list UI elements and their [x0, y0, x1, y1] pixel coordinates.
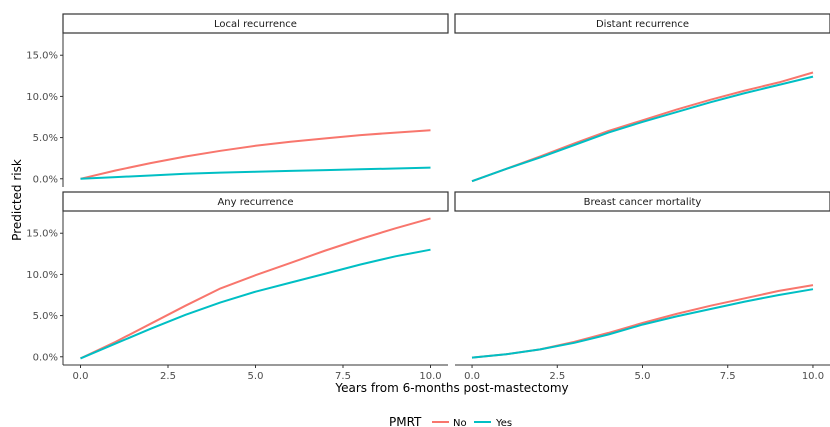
y-tick-label: 15.0% — [26, 229, 58, 240]
x-tick-label: 5.0 — [635, 371, 651, 382]
x-axes-layer: 0.0 2.5 5.0 7.5 10.0 0.0 2.5 5.0 7.5 10.0 — [63, 364, 830, 382]
series-line-no — [80, 129, 431, 180]
panel-title: Local recurrence — [214, 19, 297, 30]
x-tick-label: 5.0 — [248, 371, 264, 382]
y-tick-label: 0.0% — [33, 352, 58, 363]
y-tick-label: 15.0% — [26, 51, 58, 62]
y-axis-title: Predicted risk — [10, 159, 24, 241]
x-axis-3: 0.0 2.5 5.0 7.5 10.0 — [455, 364, 830, 382]
x-axis-2: 0.0 2.5 5.0 7.5 10.0 — [63, 364, 448, 382]
x-tick-label: 2.5 — [549, 371, 565, 382]
x-tick-label: 10.0 — [419, 371, 441, 382]
series-line-yes — [471, 288, 814, 359]
panel-1: Distant recurrence — [454, 13, 830, 183]
legend-title: PMRT — [389, 415, 422, 427]
x-tick-label: 2.5 — [160, 371, 176, 382]
panel-0: Local recurrence — [62, 13, 449, 180]
x-tick-label: 0.0 — [464, 371, 480, 382]
strip-box — [62, 191, 449, 212]
series-line-yes — [80, 248, 431, 360]
x-tick-label: 7.5 — [720, 371, 736, 382]
y-tick-label: 10.0% — [26, 270, 58, 281]
x-tick-label: 0.0 — [73, 371, 89, 382]
x-axis-title: Years from 6-months post-mastectomy — [334, 381, 568, 395]
y-tick-label: 5.0% — [33, 133, 58, 144]
legend: PMRT No Yes — [389, 415, 512, 427]
panel-3: Breast cancer mortality — [454, 191, 830, 359]
series-line-no — [80, 217, 431, 360]
strip-box — [454, 191, 830, 212]
y-tick-label: 10.0% — [26, 92, 58, 103]
strip-box — [62, 13, 449, 34]
panel-title: Breast cancer mortality — [584, 197, 702, 208]
legend-label-no: No — [453, 418, 467, 427]
y-tick-label: 0.0% — [33, 174, 58, 185]
series-line-yes — [80, 166, 431, 180]
y-axis-0: 0.0% 5.0% 10.0% 15.0% — [26, 33, 64, 187]
legend-label-yes: Yes — [495, 418, 512, 427]
x-tick-label: 7.5 — [335, 371, 351, 382]
x-tick-label: 10.0 — [802, 371, 824, 382]
panel-2: Any recurrence — [62, 191, 449, 360]
strip-box — [454, 13, 830, 34]
panels-layer: Local recurrence Distant recurrence Any re… — [62, 13, 830, 360]
panel-title: Any recurrence — [217, 197, 293, 208]
y-axis-2: 0.0% 5.0% 10.0% 15.0% — [26, 211, 64, 365]
y-axes-layer: 0.0% 5.0% 10.0% 15.0% 0.0% 5.0% 10.0% 15.0% — [26, 33, 64, 365]
y-tick-label: 5.0% — [33, 311, 58, 322]
series-line-no — [471, 284, 814, 359]
panel-title: Distant recurrence — [596, 19, 689, 30]
series-line-yes — [471, 75, 814, 183]
